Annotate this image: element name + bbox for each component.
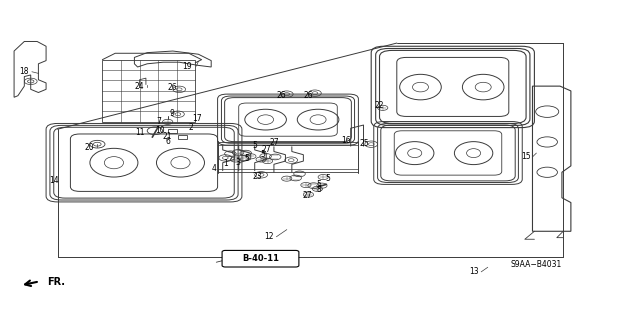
Text: 17: 17 (192, 114, 202, 122)
Text: 21: 21 (163, 132, 172, 141)
Text: 18: 18 (20, 67, 29, 76)
Text: 16: 16 (340, 136, 351, 145)
Text: 26: 26 (276, 91, 287, 100)
Text: 11: 11 (135, 128, 144, 137)
Text: 24: 24 (134, 82, 145, 91)
Text: 19: 19 (182, 62, 192, 70)
Text: 20: 20 (84, 143, 95, 152)
FancyBboxPatch shape (222, 250, 299, 267)
Text: 5: 5 (260, 150, 265, 159)
Text: 5: 5 (316, 180, 321, 189)
Text: 25: 25 (360, 139, 370, 148)
Text: FR.: FR. (47, 277, 65, 287)
Text: 7: 7 (156, 117, 161, 126)
Text: 23: 23 (252, 172, 262, 181)
Text: 22: 22 (374, 101, 383, 110)
Text: 10: 10 (155, 126, 165, 135)
Text: 8: 8 (316, 185, 321, 194)
Text: 4: 4 (212, 164, 217, 173)
Text: 2: 2 (188, 123, 193, 132)
Text: 26: 26 (168, 83, 178, 92)
Text: 6: 6 (165, 137, 170, 146)
Text: 5: 5 (244, 154, 250, 163)
Text: 14: 14 (49, 176, 60, 185)
Text: 26: 26 (303, 91, 314, 100)
Text: 9: 9 (169, 109, 174, 118)
Text: 27: 27 (302, 191, 312, 200)
Text: 3: 3 (236, 158, 241, 167)
Text: S9AA−B4031: S9AA−B4031 (511, 260, 562, 269)
Text: B-40-11: B-40-11 (242, 254, 279, 263)
Text: 5: 5 (325, 174, 330, 183)
Text: 12: 12 (264, 232, 273, 241)
Text: 15: 15 (521, 152, 531, 161)
Text: 5: 5 (252, 141, 257, 150)
Text: 27: 27 (261, 145, 271, 154)
Text: 13: 13 (468, 267, 479, 276)
Text: 1: 1 (223, 159, 228, 167)
Text: 27: 27 (269, 138, 279, 147)
